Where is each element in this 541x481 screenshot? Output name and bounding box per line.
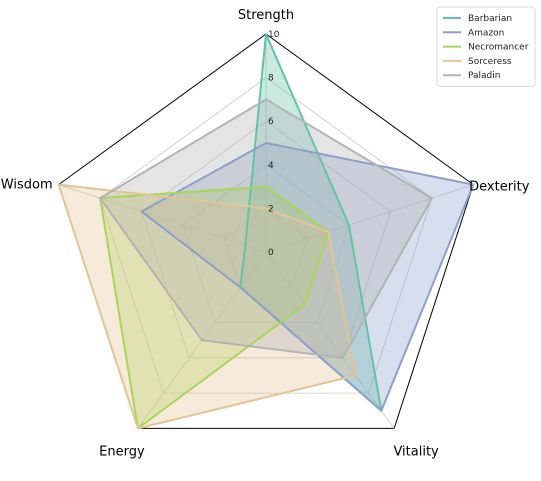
grid-ring [99, 77, 433, 394]
series-fill [100, 99, 432, 358]
legend: Barbarian Amazon Necromancer Sorceress Palad… [436, 6, 536, 87]
axis-labels: Strength Dexterity Vitality Energy Wisdom [1, 8, 530, 459]
series-line [140, 142, 475, 412]
legend-entry: Barbarian [468, 14, 512, 24]
r-tick-label: 2 [268, 204, 274, 214]
series-line [57, 183, 357, 430]
grid-ring [224, 207, 308, 288]
legend-box [436, 6, 536, 87]
grid-spoke [265, 184, 474, 253]
grid-spoke [58, 184, 267, 253]
r-tick-label: 0 [268, 248, 274, 258]
radar-frame [58, 33, 474, 429]
axis-label-strength: Strength [238, 8, 294, 23]
axis-label-dexterity: Dexterity [469, 180, 530, 195]
legend-entry: Amazon [468, 28, 504, 38]
series-fill [141, 143, 474, 411]
series-fill [240, 34, 382, 411]
radial-tick-labels: 0 2 4 6 8 10 [268, 30, 280, 258]
r-tick-label: 10 [268, 30, 280, 40]
r-tick-label: 6 [268, 117, 274, 127]
grid-ring [182, 164, 350, 323]
legend-entry: Paladin [468, 71, 500, 81]
radar-series [57, 33, 475, 430]
axis-label-vitality: Vitality [393, 444, 439, 459]
r-tick-label: 8 [268, 74, 274, 84]
grid-spoke [265, 251, 395, 429]
axis-label-energy: Energy [99, 444, 145, 459]
axis-label-wisdom: Wisdom [1, 178, 53, 193]
series-line [99, 98, 433, 359]
legend-entry: Necromancer [468, 43, 529, 53]
series-line [99, 185, 330, 430]
series-fill [100, 186, 329, 429]
radar-outer-frame [58, 33, 474, 429]
r-tick-label: 4 [268, 161, 274, 171]
legend-entry: Sorceress [468, 57, 512, 67]
